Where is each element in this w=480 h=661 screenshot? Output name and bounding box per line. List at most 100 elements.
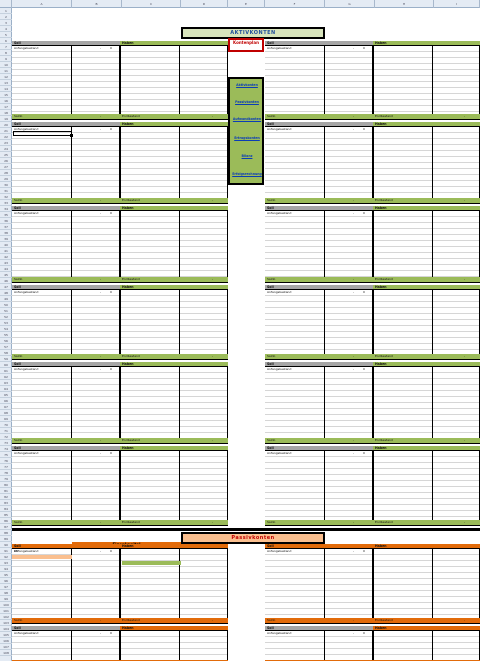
row-number[interactable]: 102 [0,614,12,620]
row-number[interactable]: 53 [0,320,12,326]
row-number[interactable]: 61 [0,368,12,374]
column-header-cell[interactable] [0,0,12,8]
row-number[interactable]: 85 [0,512,12,518]
row-number[interactable]: 22 [0,134,12,140]
row-number[interactable]: 37 [0,224,12,230]
row-number[interactable]: 7 [0,44,12,50]
row-number[interactable]: 87 [0,524,12,530]
row-number[interactable]: 26 [0,158,12,164]
row-number[interactable]: 96 [0,578,12,584]
row-number[interactable]: 91 [0,548,12,554]
row-number[interactable]: 29 [0,176,12,182]
row-number[interactable]: 19 [0,116,12,122]
row-number[interactable]: 77 [0,464,12,470]
row-number[interactable]: 106 [0,638,12,644]
row-number[interactable]: 104 [0,626,12,632]
row-number[interactable]: 88 [0,530,12,536]
row-number[interactable]: 54 [0,326,12,332]
row-number[interactable]: 58 [0,350,12,356]
row-number[interactable]: 56 [0,338,12,344]
row-number[interactable]: 40 [0,242,12,248]
selected-cell[interactable] [13,131,72,136]
row-number[interactable]: 79 [0,476,12,482]
nav-link-aktivkonten[interactable]: Aktivkonten [236,83,258,87]
row-number[interactable]: 95 [0,572,12,578]
row-number[interactable]: 82 [0,494,12,500]
row-number[interactable]: 59 [0,356,12,362]
row-number[interactable]: 86 [0,518,12,524]
row-number[interactable]: 28 [0,170,12,176]
row-number[interactable]: 50 [0,302,12,308]
row-number[interactable]: 12 [0,74,12,80]
row-number[interactable]: 55 [0,332,12,338]
row-number[interactable]: 69 [0,416,12,422]
column-header-cell[interactable]: H [375,0,434,8]
row-number[interactable]: 83 [0,500,12,506]
row-number[interactable]: 78 [0,470,12,476]
row-number[interactable]: 72 [0,434,12,440]
row-number[interactable]: 74 [0,446,12,452]
column-header-cell[interactable]: F [265,0,325,8]
row-number[interactable]: 80 [0,482,12,488]
row-number[interactable]: 101 [0,608,12,614]
row-number[interactable]: 30 [0,182,12,188]
row-number[interactable]: 68 [0,410,12,416]
row-number[interactable]: 93 [0,560,12,566]
row-number[interactable]: 46 [0,278,12,284]
row-number[interactable]: 73 [0,440,12,446]
column-header-cell[interactable]: D [181,0,228,8]
row-number[interactable]: 23 [0,140,12,146]
row-number[interactable]: 98 [0,590,12,596]
column-header-cell[interactable]: I [434,0,480,8]
row-number[interactable]: 8 [0,50,12,56]
row-number[interactable]: 2 [0,14,12,20]
row-number[interactable]: 39 [0,236,12,242]
row-number[interactable]: 25 [0,152,12,158]
row-number[interactable]: 103 [0,620,12,626]
nav-link-bilanz[interactable]: Bilanz [241,154,253,158]
column-header-cell[interactable]: E [228,0,265,8]
row-number[interactable]: 51 [0,308,12,314]
row-number[interactable]: 1 [0,8,12,14]
row-number[interactable]: 17 [0,104,12,110]
row-number[interactable]: 92 [0,554,12,560]
row-number[interactable]: 49 [0,296,12,302]
row-number[interactable]: 62 [0,374,12,380]
row-number[interactable]: 63 [0,380,12,386]
row-number[interactable]: 44 [0,266,12,272]
row-number[interactable]: 33 [0,200,12,206]
row-number[interactable]: 34 [0,206,12,212]
row-number[interactable]: 84 [0,506,12,512]
row-number[interactable]: 15 [0,92,12,98]
row-number[interactable]: 38 [0,230,12,236]
column-header-cell[interactable]: B [72,0,122,8]
row-number[interactable]: 108 [0,650,12,656]
row-number[interactable]: 9 [0,56,12,62]
row-number[interactable]: 31 [0,188,12,194]
row-number[interactable]: 24 [0,146,12,152]
column-header-cell[interactable]: A [12,0,72,8]
row-number[interactable]: 90 [0,542,12,548]
row-number[interactable]: 10 [0,62,12,68]
row-header-bar[interactable]: 1 2 3 4 5 6 7 8 9 10 11 12 13 14 15 16 17 18 19 20 21 22 23 24 2… [0,8,12,661]
row-number[interactable]: 48 [0,290,12,296]
row-number[interactable]: 76 [0,458,12,464]
row-number[interactable]: 47 [0,284,12,290]
row-number[interactable]: 97 [0,584,12,590]
row-number[interactable]: 94 [0,566,12,572]
row-number[interactable]: 14 [0,86,12,92]
row-number[interactable]: 99 [0,596,12,602]
row-number[interactable]: 4 [0,26,12,32]
row-number[interactable]: 107 [0,644,12,650]
row-number[interactable]: 67 [0,404,12,410]
column-header-cell[interactable]: C [122,0,181,8]
row-number[interactable]: 89 [0,536,12,542]
nav-link-ertragskonten[interactable]: Ertragskonten [234,136,260,140]
row-number[interactable]: 60 [0,362,12,368]
row-number[interactable]: 41 [0,248,12,254]
row-number[interactable]: 27 [0,164,12,170]
row-number[interactable]: 52 [0,314,12,320]
row-number[interactable]: 66 [0,398,12,404]
row-number[interactable]: 70 [0,422,12,428]
